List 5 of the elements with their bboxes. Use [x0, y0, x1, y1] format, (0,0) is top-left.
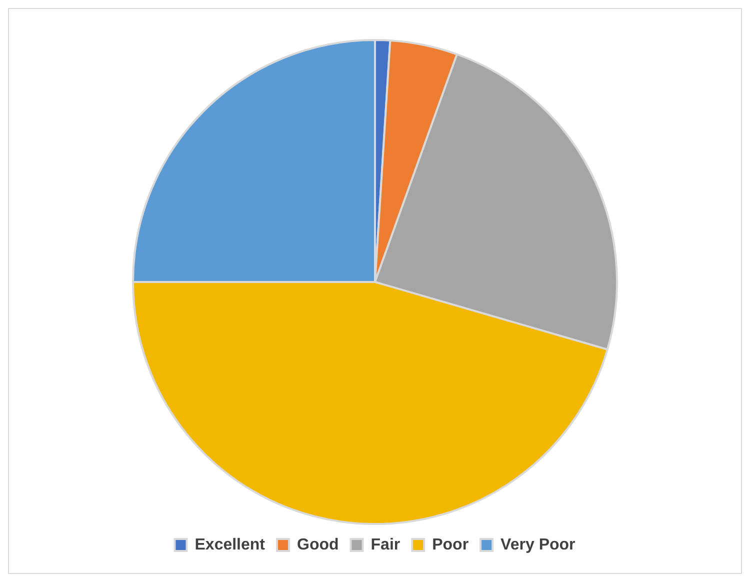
legend-label: Very Poor [500, 536, 576, 554]
legend-label: Fair [370, 536, 400, 554]
legend-label: Poor [432, 536, 469, 554]
legend-label: Good [297, 536, 339, 554]
legend-label: Excellent [194, 536, 266, 554]
